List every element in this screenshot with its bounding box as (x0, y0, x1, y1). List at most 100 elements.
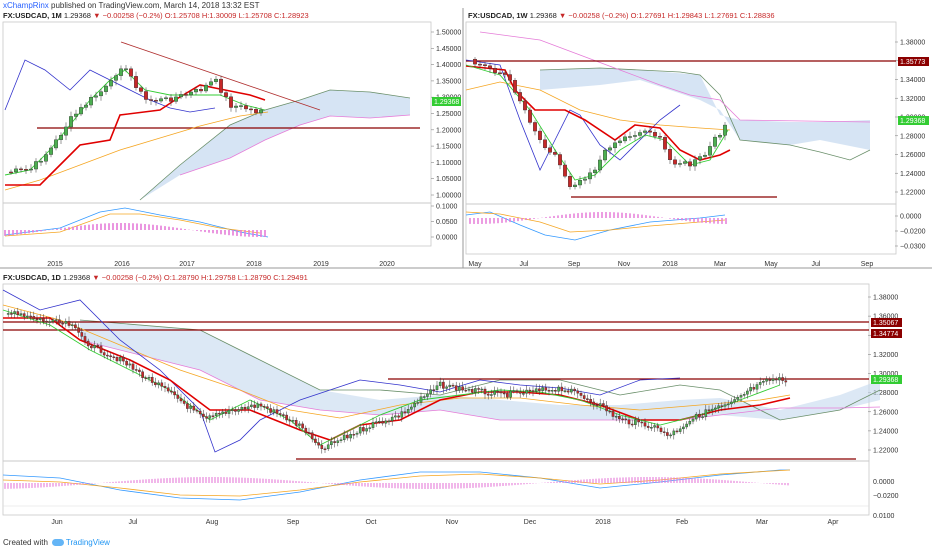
weekly-candle (678, 163, 682, 165)
weekly-candle (593, 169, 597, 174)
monthly-candle (219, 78, 223, 93)
weekly-candle (623, 136, 627, 142)
daily-candle (736, 396, 740, 400)
monthly-candle (109, 80, 113, 87)
author-link[interactable]: xChampRinx (3, 1, 49, 10)
monthly-candle (239, 105, 243, 107)
monthly-price-axis-label: 1.00000 (436, 193, 461, 200)
daily-candle (42, 318, 45, 322)
monthly-candle (89, 96, 93, 106)
daily-candle (131, 363, 135, 370)
daily-last-price-tag (871, 375, 902, 384)
daily-candle (278, 413, 282, 415)
daily-candle (35, 318, 39, 320)
daily-candle (662, 431, 666, 433)
daily-candle (454, 385, 458, 391)
daily-candle (544, 387, 548, 391)
daily-candle (186, 403, 189, 409)
daily-candle (192, 405, 196, 411)
created-with-label: Created with (3, 538, 48, 547)
monthly-price-axis-label: 1.40000 (436, 62, 461, 69)
daily-candle (109, 355, 112, 358)
daily-candle (202, 413, 205, 417)
monthly-candle (129, 68, 133, 77)
weekly-candle (603, 149, 607, 161)
daily-candle (266, 406, 269, 409)
daily-candle (22, 313, 26, 317)
weekly-high: H:1.29843 (667, 11, 703, 20)
daily-open: O:1.28790 (163, 273, 199, 282)
daily-candle (166, 387, 170, 392)
daily-candle (512, 390, 516, 392)
weekly-candle (563, 164, 567, 177)
daily-candle (525, 389, 528, 394)
monthly-candle (24, 169, 28, 171)
weekly-candle (628, 136, 632, 138)
daily-candle (515, 390, 519, 392)
monthly-price-axis-label: 1.10000 (436, 160, 461, 167)
weekly-price-axis-label: 1.24000 (900, 171, 925, 178)
weekly-candle (513, 80, 517, 93)
weekly-osc-axis-label: −0.0200 (900, 229, 926, 236)
weekly-candle (508, 74, 512, 81)
daily-candle (742, 394, 746, 396)
daily-candle (374, 421, 378, 423)
weekly-candle (568, 176, 572, 187)
daily-candle (61, 322, 64, 325)
monthly-candle (54, 139, 58, 149)
monthly-candle (164, 97, 168, 99)
daily-candle (208, 415, 212, 419)
monthly-osc-axis-label: 0.1000 (436, 204, 458, 211)
daily-candle (598, 403, 602, 407)
weekly-date-axis-label: Sep (568, 261, 581, 268)
daily-osc-signal (2, 469, 790, 501)
daily-candle (550, 390, 554, 392)
daily-candle (64, 321, 68, 324)
daily-price-axis-label: 1.28000 (873, 390, 898, 397)
daily-candle (490, 394, 493, 396)
weekly-candle (558, 154, 562, 166)
daily-candle (659, 427, 663, 432)
daily-candle (250, 404, 253, 407)
daily-price-axis-label: 1.24000 (873, 428, 898, 435)
monthly-candle (259, 109, 263, 114)
tradingview-logo[interactable]: TradingView (51, 538, 110, 547)
daily-candle (557, 386, 560, 392)
weekly-price-axis-label: 1.28000 (900, 133, 925, 140)
monthly-candle (69, 116, 73, 128)
daily-chikou-line (2, 289, 681, 453)
daily-candle (586, 398, 589, 400)
daily-candle (154, 382, 157, 386)
daily-candle (560, 386, 564, 392)
daily-header: FX:USDCAD, 1D 1.29368 ▼ −0.00258 (−0.2%)… (3, 273, 308, 282)
daily-candle (666, 432, 669, 436)
monthly-osc-line (4, 213, 261, 237)
daily-candle (253, 404, 256, 408)
daily-candle (419, 396, 423, 403)
daily-candle (285, 414, 288, 421)
monthly-date-axis-label: 2019 (313, 261, 329, 268)
daily-candle (96, 345, 100, 347)
weekly-date-axis-label: May (468, 261, 482, 268)
daily-change: ▼ −0.00258 (−0.2%) (92, 273, 162, 282)
weekly-candle (708, 146, 712, 156)
daily-candle (426, 393, 429, 397)
daily-candle (397, 415, 400, 418)
daily-candle (534, 388, 538, 392)
daily-candle (237, 409, 240, 412)
daily-candle (435, 385, 439, 390)
daily-candle (634, 419, 637, 425)
daily-candle (230, 409, 234, 411)
daily-candle (339, 439, 343, 441)
monthly-candle (44, 154, 48, 162)
daily-candle (294, 420, 298, 426)
monthly-candle (29, 168, 33, 171)
daily-candle (653, 425, 656, 428)
daily-candle (483, 388, 487, 395)
daily-candle (723, 404, 727, 407)
daily-symbol: FX:USDCAD, 1D (3, 273, 61, 282)
daily-candle (691, 418, 695, 422)
daily-candle (384, 420, 388, 424)
daily-candle (214, 412, 218, 416)
